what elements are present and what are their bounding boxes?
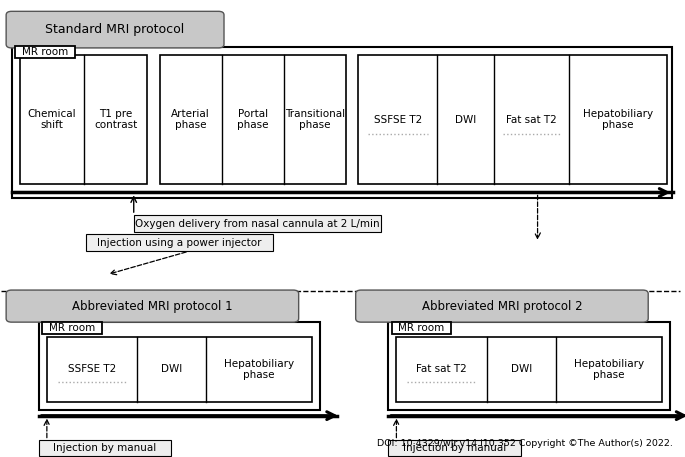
Bar — [392, 322, 451, 334]
Text: Chemical
shift: Chemical shift — [28, 109, 77, 130]
Bar — [358, 55, 667, 184]
Text: T1 pre
contrast: T1 pre contrast — [94, 109, 137, 130]
Text: SSFSE T2: SSFSE T2 — [373, 115, 422, 124]
Bar — [47, 337, 312, 402]
FancyBboxPatch shape — [6, 290, 299, 322]
FancyBboxPatch shape — [6, 11, 224, 48]
Bar — [388, 441, 521, 456]
Text: MR room: MR room — [22, 47, 68, 57]
Text: Hepatobiliary
phase: Hepatobiliary phase — [583, 109, 653, 130]
Text: DOI: 10.4329/wjr.v14.i10.352 Copyright ©The Author(s) 2022.: DOI: 10.4329/wjr.v14.i10.352 Copyright ©… — [377, 439, 673, 448]
Text: Transitional
phase: Transitional phase — [285, 109, 345, 130]
Text: Arterial
phase: Arterial phase — [171, 109, 210, 130]
Text: Fat sat T2: Fat sat T2 — [506, 115, 557, 124]
Bar — [388, 322, 670, 410]
Text: Abbreviated MRI protocol 2: Abbreviated MRI protocol 2 — [422, 300, 582, 313]
Text: Injection by manual: Injection by manual — [53, 443, 156, 453]
Text: Abbreviated MRI protocol 1: Abbreviated MRI protocol 1 — [72, 300, 233, 313]
Text: Hepatobiliary
phase: Hepatobiliary phase — [573, 359, 644, 380]
Bar — [42, 322, 102, 334]
Text: Oxygen delivery from nasal cannula at 2 L/min: Oxygen delivery from nasal cannula at 2 … — [136, 218, 380, 228]
Bar — [160, 55, 346, 184]
Text: MR room: MR room — [49, 323, 95, 333]
Text: Injection by manual: Injection by manual — [403, 443, 506, 453]
Bar — [39, 441, 171, 456]
Text: DWI: DWI — [455, 115, 476, 124]
Bar — [21, 55, 147, 184]
Bar — [15, 46, 75, 58]
Text: MR room: MR room — [399, 323, 445, 333]
Bar — [134, 215, 382, 232]
Text: Portal
phase: Portal phase — [237, 109, 269, 130]
FancyBboxPatch shape — [356, 290, 648, 322]
Bar — [12, 47, 672, 198]
Bar — [39, 322, 321, 410]
Text: SSFSE T2: SSFSE T2 — [68, 364, 116, 374]
Text: DWI: DWI — [510, 364, 532, 374]
Bar — [86, 234, 273, 251]
Bar — [397, 337, 662, 402]
Text: Injection using a power injector: Injection using a power injector — [97, 238, 262, 248]
Text: Standard MRI protocol: Standard MRI protocol — [45, 23, 185, 36]
Text: Hepatobiliary
phase: Hepatobiliary phase — [224, 359, 295, 380]
Text: DWI: DWI — [161, 364, 182, 374]
Text: Fat sat T2: Fat sat T2 — [416, 364, 467, 374]
